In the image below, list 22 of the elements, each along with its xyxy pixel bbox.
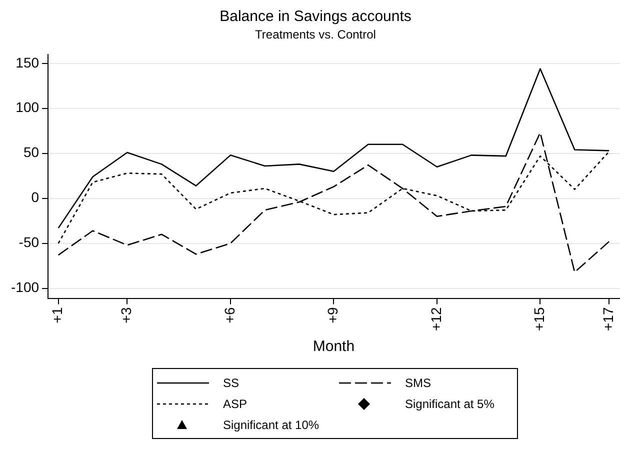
x-tick-label: +6: [221, 307, 238, 324]
y-tick-label: 100: [16, 99, 40, 116]
legend-label: SS: [223, 376, 240, 390]
legend-label: Significant at 5%: [405, 396, 494, 410]
y-tick-label: 50: [23, 144, 40, 160]
chart-subtitle: Treatments vs. Control: [255, 28, 376, 42]
y-tick-label: 150: [16, 54, 40, 70]
line-series: [58, 132, 610, 273]
x-tick-label: +17: [600, 307, 616, 331]
x-tick-label: +9: [324, 307, 341, 324]
y-tick-label: -100: [10, 279, 40, 296]
x-tick-label: +1: [49, 307, 66, 324]
x-tick-label: +15: [531, 307, 548, 331]
x-tick-label: +3: [118, 307, 134, 324]
chart-title: Balance in Savings accounts: [220, 8, 412, 26]
legend-label: Significant at 10%: [223, 418, 320, 432]
x-axis-title: Month: [312, 338, 355, 356]
y-tick-label: 0: [31, 189, 40, 206]
legend-label: SMS: [405, 376, 432, 390]
x-tick-label: +12: [428, 307, 444, 331]
y-tick-label: -50: [18, 234, 40, 250]
legend-label: ASP: [223, 396, 248, 410]
